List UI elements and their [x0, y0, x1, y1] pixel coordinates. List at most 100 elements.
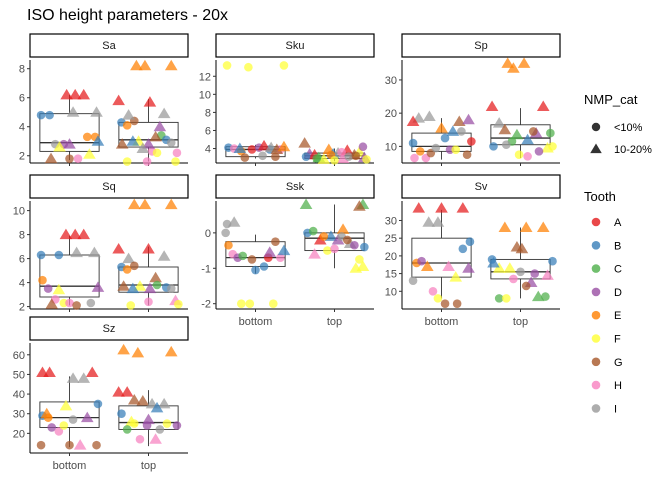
points [36, 343, 182, 450]
point-i [68, 415, 78, 424]
point-e [519, 221, 533, 233]
point-f [355, 255, 364, 264]
point-f [244, 62, 253, 72]
x-tick-label: bottom [239, 316, 273, 328]
legend-color-key-d [591, 287, 601, 297]
point-a [485, 100, 499, 112]
point-c [238, 251, 248, 261]
point-i [90, 106, 103, 117]
point-i [431, 216, 445, 227]
point-h [337, 147, 346, 157]
strip-box [215, 33, 375, 58]
point-b [465, 237, 475, 247]
point-g [440, 299, 450, 308]
point-f [222, 61, 232, 70]
point-h [65, 298, 74, 308]
panel-sa: Sa 2 4 6 8 [19, 33, 189, 166]
point-c [308, 226, 318, 236]
point-i [66, 106, 80, 117]
point-f [171, 157, 180, 166]
point-c [546, 128, 555, 138]
point-i [155, 425, 165, 434]
y-tick-label: 15 [385, 269, 397, 281]
legend-color-key-h [591, 380, 601, 390]
point-i [258, 151, 267, 161]
point-i [516, 267, 525, 277]
box [39, 254, 100, 298]
point-g [298, 137, 311, 148]
point-b [126, 282, 140, 294]
point-h [144, 297, 153, 307]
point-b [446, 125, 460, 136]
point-e [117, 343, 130, 355]
point-e [164, 345, 178, 357]
points [406, 57, 557, 163]
point-h [541, 269, 554, 280]
boxplot-bottom [39, 235, 100, 306]
panel-sz: Sz 20 30 40 50 60 bottom top [13, 316, 189, 472]
point-d [331, 233, 345, 245]
point-c [541, 292, 550, 301]
legend-color-label: E [614, 310, 621, 322]
box [490, 258, 551, 280]
point-i [77, 372, 91, 383]
point-a [68, 228, 82, 240]
point-d [417, 256, 426, 266]
point-i [157, 250, 171, 261]
points [221, 198, 370, 308]
point-h [336, 152, 350, 163]
strip-box [401, 174, 561, 199]
legend-color-label: I [614, 403, 617, 415]
point-f [59, 399, 73, 411]
points [222, 61, 371, 165]
point-d [534, 147, 544, 156]
point-i [501, 140, 511, 150]
point-a [112, 243, 125, 254]
point-e [164, 198, 178, 210]
point-c [122, 425, 132, 434]
point-b [301, 152, 311, 161]
point-e [501, 57, 515, 68]
point-f [126, 301, 136, 310]
point-i [122, 109, 135, 120]
point-g [452, 299, 462, 308]
strip-box [215, 174, 375, 199]
point-d [63, 138, 76, 149]
y-tick-label: 20 [385, 108, 397, 120]
point-c [531, 290, 545, 302]
point-i [492, 117, 506, 128]
point-f [323, 246, 332, 255]
point-a [142, 243, 155, 254]
point-b [458, 244, 468, 254]
y-tick-label: 4 [205, 144, 211, 156]
x-tick-label: top [513, 316, 528, 328]
point-g [36, 440, 46, 450]
point-e [38, 275, 47, 285]
point-a [467, 137, 476, 146]
point-b [233, 142, 247, 154]
point-h [330, 244, 339, 254]
y-tick-label: 60 [13, 350, 25, 362]
point-a [435, 202, 448, 213]
y-tick-label: 20 [385, 251, 397, 263]
point-b [36, 110, 46, 120]
point-g [92, 440, 101, 450]
point-f [236, 299, 246, 308]
legend-circle-key [591, 122, 601, 132]
point-f [449, 271, 463, 282]
point-f [162, 419, 172, 428]
point-f [548, 142, 557, 151]
point-i [166, 138, 176, 147]
points [36, 59, 182, 166]
legend-color-key-c [591, 264, 601, 273]
point-e [435, 122, 448, 133]
legend-color-label: G [614, 357, 623, 369]
point-a [313, 233, 327, 245]
point-d [358, 142, 368, 152]
point-b [521, 133, 534, 145]
point-e [336, 223, 350, 234]
x-tick-label: top [141, 460, 156, 472]
point-c [152, 280, 162, 290]
point-g [521, 281, 531, 291]
